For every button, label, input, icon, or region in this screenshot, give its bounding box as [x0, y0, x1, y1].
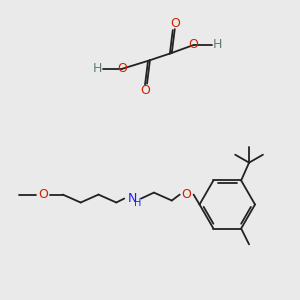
Text: O: O — [38, 188, 48, 201]
Text: H: H — [93, 62, 102, 75]
Text: H: H — [213, 38, 222, 52]
Text: O: O — [117, 62, 127, 75]
Text: O: O — [182, 188, 192, 201]
Text: O: O — [140, 84, 150, 97]
Text: N: N — [128, 192, 137, 205]
Text: O: O — [170, 17, 180, 30]
Text: O: O — [189, 38, 199, 52]
Text: H: H — [134, 197, 142, 208]
